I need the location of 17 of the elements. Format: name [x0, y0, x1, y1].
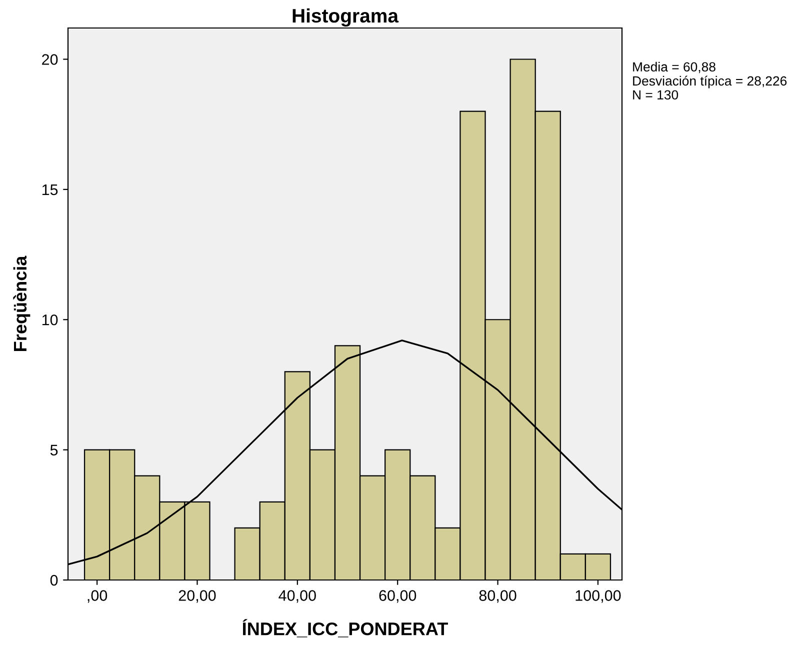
x-tick-label: ,00 [88, 590, 108, 603]
text: Desviación típica = 28,226 [633, 76, 787, 88]
y-tick-label: 10 [42, 314, 58, 326]
x-axis-title: ÍNDEX_ICC_PONDERAT [242, 619, 448, 638]
y-tick-label: 5 [50, 444, 58, 456]
y-axis-title: Freqüència [13, 256, 30, 351]
x-tick-label: 80,00 [479, 590, 516, 603]
x-tick-label: 100,00 [576, 590, 621, 603]
x-tick-label: 60,00 [379, 590, 416, 603]
y-tick-label: 20 [42, 54, 58, 65]
chart-title: Histograma [292, 8, 399, 27]
text: Media = 60,88 [633, 62, 716, 74]
text: N = 130 [633, 90, 678, 100]
y-tick-label: 0 [50, 574, 58, 586]
x-tick-label: 40,00 [278, 590, 316, 603]
x-tick-label: 20,00 [178, 590, 216, 603]
y-tick-label: 15 [42, 184, 58, 196]
